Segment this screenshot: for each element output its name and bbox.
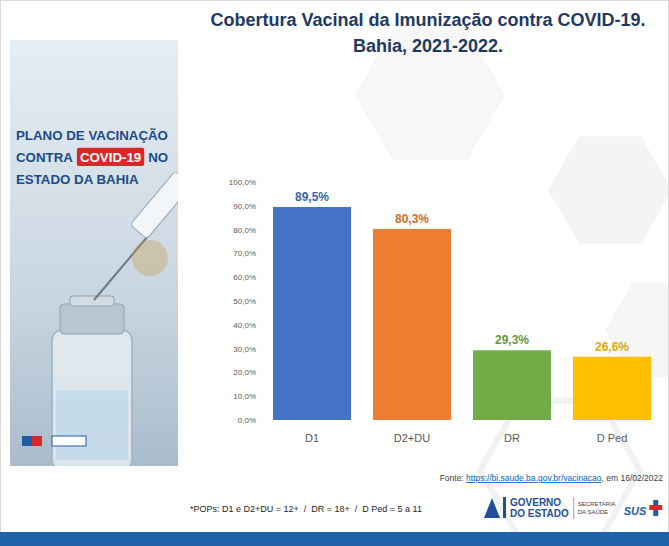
poster-title-line: CONTRA: [16, 150, 73, 165]
decoration: [355, 30, 669, 539]
y-tick-label: 0,0%: [238, 416, 256, 425]
decor-hexagon: [548, 136, 669, 243]
x-tick-label: DR: [504, 432, 520, 444]
y-tick-label: 50,0%: [233, 297, 256, 306]
data-label: 29,3%: [495, 333, 529, 347]
vial-illustration: [52, 171, 178, 466]
y-tick-label: 90,0%: [233, 202, 256, 211]
bars: [273, 207, 651, 420]
slide: PLANO DE VACINAÇÃO ESTADO DA BAHIA CONTRA C…: [0, 0, 669, 546]
data-label: 89,5%: [295, 190, 329, 204]
logo-text: GOVERNO: [510, 497, 561, 508]
y-tick-label: 60,0%: [233, 273, 256, 282]
bar: [273, 207, 351, 420]
decor-hexagon: [480, 401, 640, 540]
poster-logo-mark: [32, 436, 42, 446]
chart-title: Cobertura Vacinal da Imunização contra C…: [210, 10, 645, 56]
governo-bar: [503, 497, 506, 518]
light-spot: [132, 240, 168, 276]
logo-text: DA SAÚDE: [578, 509, 608, 515]
poster: PLANO DE VACINAÇÃO ESTADO DA BAHIA CONTRA C…: [10, 40, 178, 466]
y-tick-label: 80,0%: [233, 226, 256, 235]
logo-text: SUS: [624, 505, 647, 517]
chart-title-line: Cobertura Vacinal da Imunização contra C…: [210, 10, 645, 30]
source: Fonte: https://bi.saude.ba.gov.br/vacina…: [440, 473, 664, 483]
bar: [473, 350, 551, 420]
data-label: 26,6%: [595, 340, 629, 354]
y-tick-label: 20,0%: [233, 368, 256, 377]
y-tick-label: 10,0%: [233, 392, 256, 401]
poster-title-line: PLANO DE VACINAÇÃO: [16, 128, 168, 143]
source-link: https://bi.saude.ba.gov.br/vacinacao: [466, 473, 602, 483]
poster-title-line: NO: [148, 150, 168, 165]
vial-cap: [60, 304, 124, 334]
poster-badge: [77, 148, 144, 166]
vial-liquid: [56, 390, 128, 460]
x-tick-label: D2+DU: [394, 432, 430, 444]
logo-text: DO ESTADO: [510, 508, 569, 519]
y-tick-label: 40,0%: [233, 321, 256, 330]
bottom-band: [0, 532, 669, 546]
data-label: 80,3%: [395, 212, 429, 226]
logo-text: SECRETARIA: [578, 501, 616, 507]
vial-top: [70, 296, 114, 306]
labels: 89,5% D1 80,3% D2+DU 29,3% DR 26,6% D Ped: [295, 190, 629, 444]
governo-icon: [484, 498, 500, 518]
poster-badge-text: COVID-19: [80, 150, 141, 165]
source-part: , em 16/02/2022: [602, 473, 664, 483]
y-tick-label: 100,0%: [229, 178, 256, 187]
poster-logo-mark: [52, 436, 86, 446]
y-tick-label: 30,0%: [233, 345, 256, 354]
x-tick-label: D1: [305, 432, 319, 444]
poster-background: [10, 40, 178, 466]
logos: GOVERNODO ESTADO SECRETARIA DA SAÚDE SUS: [484, 497, 662, 519]
frame: [1, 1, 669, 546]
logo-separator: [573, 497, 574, 519]
bar: [373, 229, 451, 420]
sus-cross: [649, 505, 662, 510]
footnote: *POPs: D1 e D2+DU = 12+ / DR = 18+ / D P…: [190, 504, 422, 514]
vial-body: [52, 330, 132, 466]
y-axis: 0,0% 10,0% 20,0% 30,0% 40,0% 50,0% 60,0% 70,0% 8…: [229, 178, 256, 425]
poster-title-line: ESTADO DA BAHIA: [16, 172, 139, 187]
x-tick-label: D Ped: [597, 432, 628, 444]
source-part: Fonte:: [440, 473, 466, 483]
poster-logo-mark: [22, 436, 32, 446]
y-tick-label: 70,0%: [233, 249, 256, 258]
chart-title-line: Bahia, 2021-2022.: [353, 36, 503, 56]
background: [0, 0, 669, 546]
bar: [573, 357, 651, 420]
